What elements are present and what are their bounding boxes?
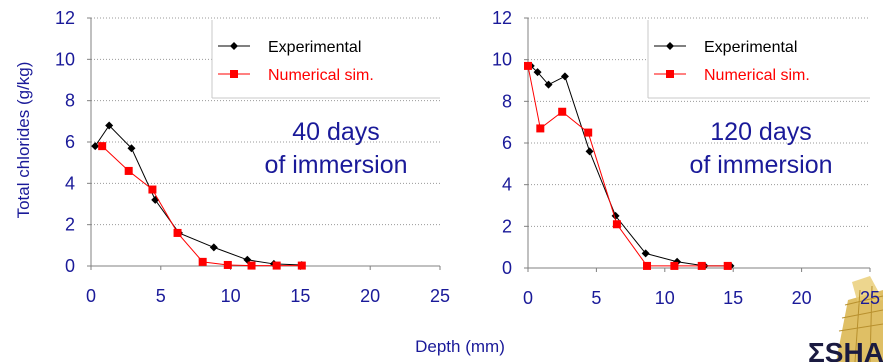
legend-label: Numerical sim.: [704, 67, 810, 84]
data-point: [124, 166, 133, 175]
data-point: [148, 185, 157, 194]
annotation-text: 40 days: [292, 118, 380, 146]
x-tick-label: 0: [523, 288, 533, 308]
data-point: [544, 80, 553, 89]
data-point: [584, 128, 593, 137]
y-tick-label: 12: [55, 8, 75, 28]
x-tick-label: 5: [591, 288, 601, 308]
data-point: [533, 68, 542, 77]
legend-marker: [230, 42, 238, 50]
svg-text:ΣSHAM: ΣSHAM: [808, 337, 883, 362]
data-point: [558, 107, 567, 116]
y-tick-label: 6: [65, 132, 75, 152]
y-tick-label: 12: [492, 8, 512, 28]
y-tick-label: 10: [55, 49, 75, 69]
x-tick-label: 5: [156, 286, 166, 306]
legend-label: Experimental: [268, 39, 361, 56]
y-tick-label: 10: [492, 50, 512, 70]
y-axis-title: Total chlorides (g/kg): [14, 62, 33, 219]
data-point: [536, 124, 545, 133]
annotation-text: 120 days: [710, 118, 811, 146]
x-tick-label: 15: [290, 286, 310, 306]
data-point: [223, 260, 232, 269]
y-tick-label: 4: [65, 173, 75, 193]
data-point: [98, 142, 107, 151]
legend-marker: [666, 42, 674, 50]
data-point: [641, 249, 650, 258]
data-point: [209, 243, 218, 252]
legend-box: [212, 20, 440, 98]
x-tick-label: 10: [221, 286, 241, 306]
y-tick-label: 2: [65, 215, 75, 235]
y-tick-label: 8: [65, 91, 75, 111]
x-axis-title: Depth (mm): [415, 337, 505, 356]
chart-panel-40-days: 0 2 4 6 8 10 12 0 5 10 15 20 25 Experimental Numerical…: [55, 8, 450, 306]
logo-mark: ΣSHAM: [808, 276, 883, 362]
x-tick-label: 20: [792, 288, 812, 308]
series-line: [94, 124, 302, 266]
data-point: [105, 121, 114, 130]
chart-panel-120-days: 0 2 4 6 8 10 12 0 5 10 15 20 25 Experimental Numerical…: [492, 8, 880, 308]
legend-label: Experimental: [704, 39, 797, 56]
data-point: [585, 147, 594, 156]
y-tick-label: 4: [502, 175, 512, 195]
x-tick-label: 15: [723, 288, 743, 308]
data-point: [524, 61, 532, 70]
data-point: [173, 228, 182, 237]
data-point: [612, 220, 621, 229]
data-point: [198, 257, 207, 266]
data-point: [127, 144, 136, 153]
legend-marker: [666, 70, 674, 78]
y-tick-label: 0: [502, 258, 512, 278]
data-point: [297, 261, 306, 270]
x-tick-label: 20: [360, 286, 380, 306]
y-tick-label: 0: [65, 256, 75, 276]
data-point: [670, 261, 679, 270]
legend-marker: [230, 70, 238, 78]
series-line: [530, 65, 731, 267]
data-point: [560, 72, 569, 81]
y-tick-label: 8: [502, 91, 512, 111]
data-point: [247, 261, 256, 270]
annotation-text: of immersion: [689, 151, 832, 179]
data-point: [91, 142, 100, 151]
legend-label: Numerical sim.: [268, 67, 374, 84]
legend-box: [648, 20, 870, 98]
y-tick-label: 6: [502, 133, 512, 153]
data-point: [643, 261, 652, 270]
x-tick-label: 25: [860, 288, 880, 308]
data-point: [697, 261, 706, 270]
x-tick-label: 10: [655, 288, 675, 308]
data-point: [723, 261, 732, 270]
y-tick-label: 2: [502, 216, 512, 236]
annotation-text: of immersion: [264, 151, 407, 179]
data-point: [272, 261, 281, 270]
x-tick-label: 0: [86, 286, 96, 306]
x-tick-label: 25: [430, 286, 450, 306]
